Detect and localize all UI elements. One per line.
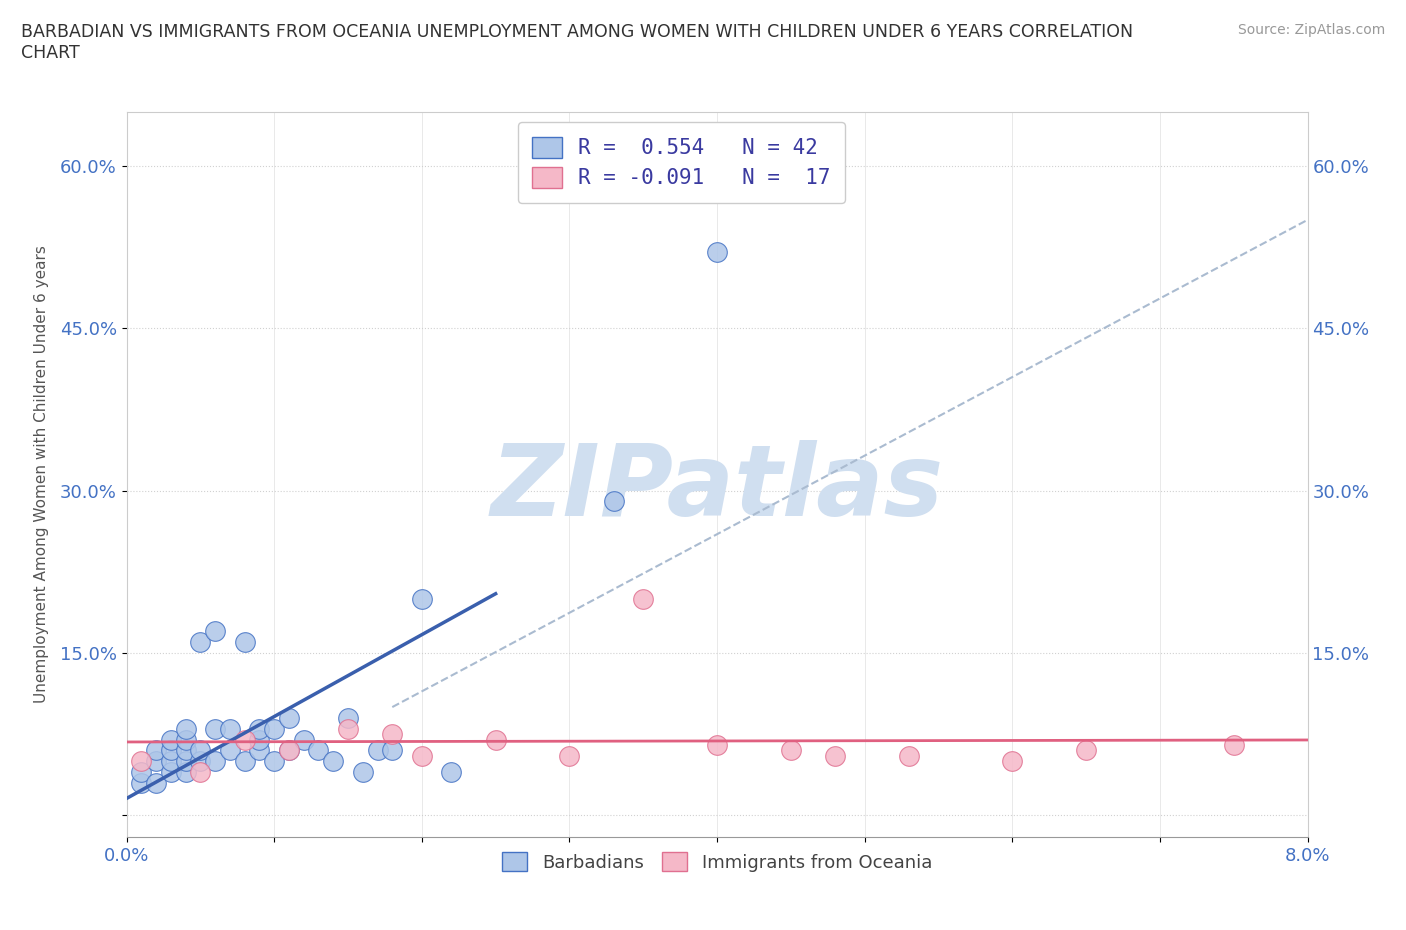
Point	[603, 494, 626, 509]
Point	[188, 743, 212, 758]
Point	[249, 722, 271, 737]
Point	[278, 711, 301, 725]
Point	[160, 754, 183, 769]
Point	[1001, 754, 1024, 769]
Point	[381, 743, 404, 758]
Point	[174, 722, 197, 737]
Point	[129, 776, 153, 790]
Point	[174, 764, 197, 779]
Point	[160, 732, 183, 747]
Point	[898, 749, 921, 764]
Point	[633, 591, 655, 606]
Text: Source: ZipAtlas.com: Source: ZipAtlas.com	[1237, 23, 1385, 37]
Point	[188, 754, 212, 769]
Point	[129, 764, 153, 779]
Point	[322, 754, 344, 769]
Point	[706, 737, 728, 752]
Point	[440, 764, 463, 779]
Point	[233, 732, 256, 747]
Point	[174, 754, 197, 769]
Point	[263, 722, 285, 737]
Point	[263, 754, 285, 769]
Point	[174, 743, 197, 758]
Point	[188, 634, 212, 649]
Point	[337, 722, 360, 737]
Point	[278, 743, 301, 758]
Point	[145, 754, 167, 769]
Point	[249, 743, 271, 758]
Point	[219, 722, 242, 737]
Point	[411, 749, 433, 764]
Point	[145, 743, 167, 758]
Text: ZIPatlas: ZIPatlas	[491, 440, 943, 538]
Point	[307, 743, 329, 758]
Point	[337, 711, 360, 725]
Point	[129, 754, 153, 769]
Y-axis label: Unemployment Among Women with Children Under 6 years: Unemployment Among Women with Children U…	[34, 246, 49, 703]
Point	[824, 749, 846, 764]
Point	[160, 764, 183, 779]
Point	[367, 743, 389, 758]
Point	[779, 743, 801, 758]
Point	[1076, 743, 1098, 758]
Point	[174, 732, 197, 747]
Point	[160, 743, 183, 758]
Point	[558, 749, 581, 764]
Point	[219, 743, 242, 758]
Point	[249, 732, 271, 747]
Point	[233, 754, 256, 769]
Point	[1223, 737, 1246, 752]
Point	[145, 776, 167, 790]
Point	[188, 764, 212, 779]
Legend: Barbadians, Immigrants from Oceania: Barbadians, Immigrants from Oceania	[488, 838, 946, 886]
Point	[381, 726, 404, 741]
Point	[204, 624, 226, 639]
Point	[706, 245, 728, 259]
Point	[484, 732, 508, 747]
Point	[204, 722, 226, 737]
Point	[278, 743, 301, 758]
Text: BARBADIAN VS IMMIGRANTS FROM OCEANIA UNEMPLOYMENT AMONG WOMEN WITH CHILDREN UNDE: BARBADIAN VS IMMIGRANTS FROM OCEANIA UNE…	[21, 23, 1133, 62]
Point	[411, 591, 433, 606]
Point	[233, 634, 256, 649]
Point	[292, 732, 315, 747]
Point	[204, 754, 226, 769]
Point	[352, 764, 374, 779]
